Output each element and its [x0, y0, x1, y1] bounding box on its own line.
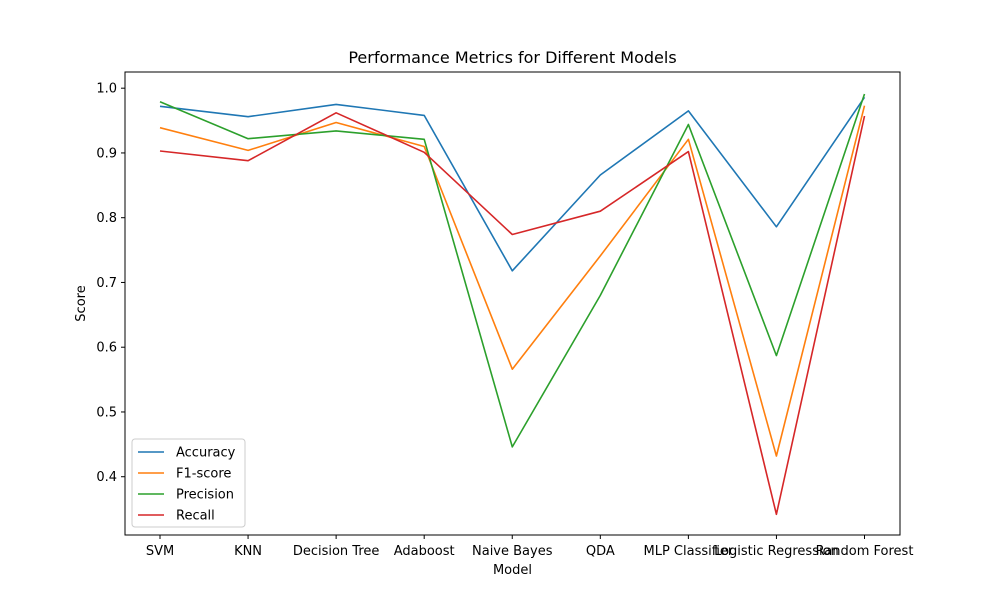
legend-label-accuracy: Accuracy: [176, 446, 236, 461]
x-tick-label-mlp-classifier: MLP Classifier: [643, 544, 733, 559]
chart-title: Performance Metrics for Different Models: [348, 48, 676, 67]
y-axis-label: Score: [74, 285, 89, 321]
y-tick-label: 0.7: [96, 276, 117, 291]
y-tick-label: 1.0: [96, 82, 117, 97]
legend: Accuracy F1-score Precision Recall: [131, 438, 246, 528]
legend-box: [131, 438, 246, 528]
x-axis: SVM KNN Decision Tree Adaboost Naive Bayes QD…: [146, 535, 914, 559]
y-tick-label: 0.9: [96, 146, 117, 161]
x-tick-label-svm: SVM: [146, 544, 174, 559]
y-tick-label: 0.6: [96, 341, 117, 356]
x-tick-label-qda: QDA: [586, 544, 615, 559]
y-tick-label: 0.5: [96, 405, 117, 420]
legend-label-precision: Precision: [176, 488, 234, 503]
series-line-f1-score: [159, 105, 866, 457]
x-tick-label-random-forest: Random Forest: [816, 544, 914, 559]
x-tick-label-logistic-regression: Logistic Regression: [714, 544, 839, 559]
series-lines: [159, 93, 866, 516]
legend-label-f1-score: F1-score: [176, 467, 231, 482]
x-tick-label-adaboost: Adaboost: [394, 544, 455, 559]
x-axis-label: Model: [493, 563, 532, 578]
series-line-recall: [159, 112, 866, 516]
x-tick-label-naive-bayes: Naive Bayes: [472, 544, 553, 559]
legend-label-recall: Recall: [176, 509, 215, 524]
series-line-precision: [159, 93, 866, 448]
x-tick-label-decision-tree: Decision Tree: [293, 544, 380, 559]
series-line-accuracy: [159, 96, 866, 272]
x-tick-label-knn: KNN: [234, 544, 262, 559]
y-tick-label: 0.8: [96, 211, 117, 226]
y-axis: 0.4 0.5 0.6 0.7 0.8 0.9 1.0: [96, 82, 125, 485]
y-tick-label: 0.4: [96, 470, 117, 485]
